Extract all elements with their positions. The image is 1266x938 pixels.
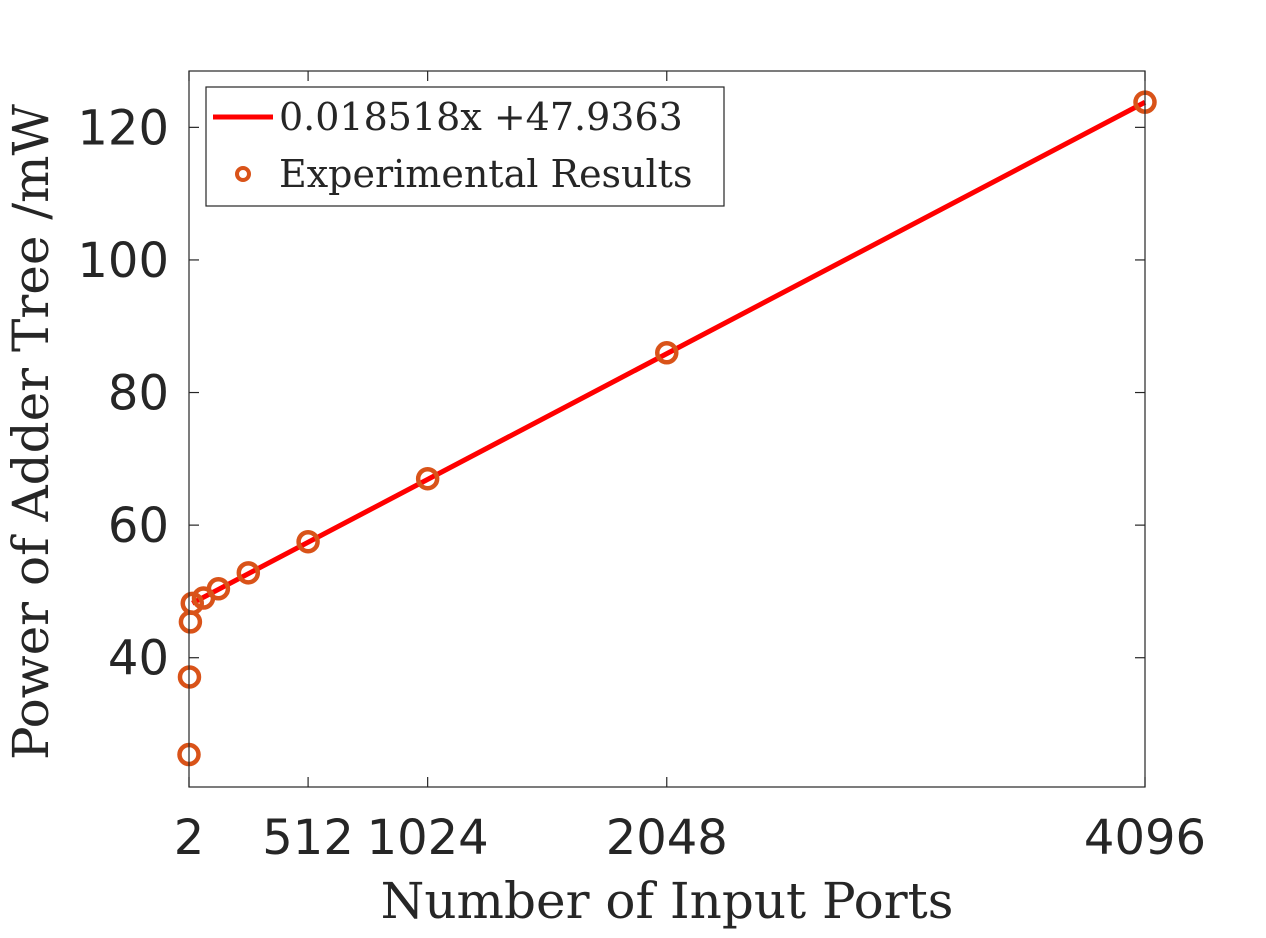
x-tick-label: 1024 <box>367 810 489 866</box>
y-ticks: 40 60 80 100 120 <box>77 100 1145 687</box>
data-point <box>236 561 261 585</box>
fit-line <box>191 100 1147 606</box>
x-tick-label: 2048 <box>606 810 728 866</box>
y-axis-title: Power of Adder Tree /mW <box>2 103 60 759</box>
x-axis-title: Number of Input Ports <box>381 872 954 930</box>
legend-marker-swatch <box>235 166 251 182</box>
legend-box <box>205 86 725 207</box>
x-tick-label: 2 <box>174 810 205 866</box>
data-point <box>296 529 320 554</box>
y-tick-label: 80 <box>108 366 169 422</box>
data-point <box>180 591 205 616</box>
legend: 0.018518x +47.9363 Experimental Results <box>205 86 725 207</box>
y-tick-label: 120 <box>77 100 169 156</box>
data-point <box>415 466 440 491</box>
y-tick-label: 60 <box>108 498 169 554</box>
legend-label-experimental: Experimental Results <box>279 152 692 196</box>
data-point <box>655 341 679 365</box>
data-point <box>206 577 231 601</box>
x-ticks: 2 512 1024 2048 4096 <box>174 71 1206 866</box>
y-tick-label: 100 <box>77 233 169 289</box>
legend-label-fit: 0.018518x +47.9363 <box>279 95 683 139</box>
x-tick-label: 512 <box>262 810 354 866</box>
y-tick-label: 40 <box>108 631 169 687</box>
x-tick-label: 4096 <box>1084 810 1206 866</box>
